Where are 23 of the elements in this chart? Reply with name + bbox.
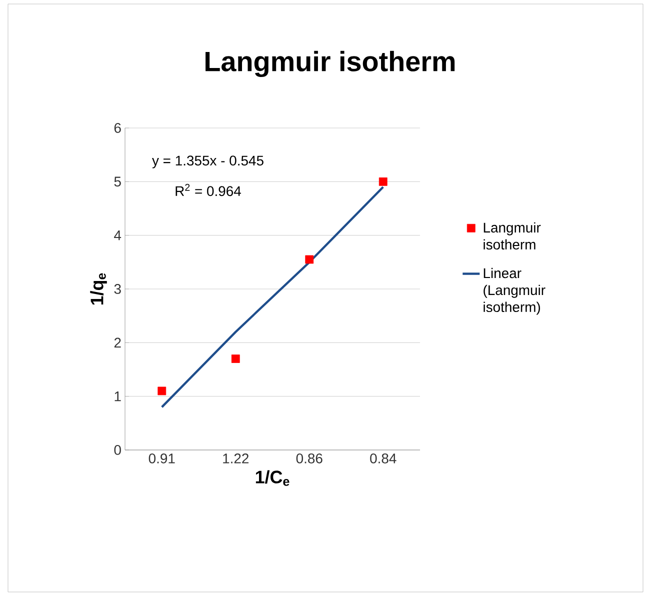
- y-tick-label: 6: [114, 123, 121, 133]
- chart-title: Langmuir isotherm: [206, 50, 455, 78]
- annotation: R$^{2}$ = 0.964: [176, 184, 241, 196]
- point: [231, 354, 240, 363]
- x-tick-label: 0.91: [148, 453, 175, 464]
- x-tick-label: 0.84: [370, 453, 396, 464]
- legend-label: Langmuir isotherm: [484, 222, 541, 250]
- y-tick-label: 3: [114, 284, 121, 294]
- line-series: [160, 186, 384, 408]
- point: [378, 177, 388, 186]
- y-tick-label: 1: [114, 392, 121, 402]
- point: [305, 255, 314, 264]
- y-tick-label: 0: [114, 445, 121, 455]
- annotation: y = 1.355x - 0.545: [152, 156, 264, 168]
- x-axis-title: 1/C$_{e}$: [256, 470, 290, 486]
- point: [158, 386, 166, 396]
- x-tick-label: 0.86: [296, 453, 322, 464]
- y-tick-label: 5: [114, 176, 121, 187]
- x-tick-label: 1.22: [223, 453, 249, 464]
- legend-label: Linear (Langmuir isotherm): [484, 268, 546, 315]
- y-tick-label: 4: [114, 230, 122, 240]
- y-tick-label: 2: [114, 338, 121, 348]
- y-axis-title: 1/q$_{e}$: [90, 273, 107, 305]
